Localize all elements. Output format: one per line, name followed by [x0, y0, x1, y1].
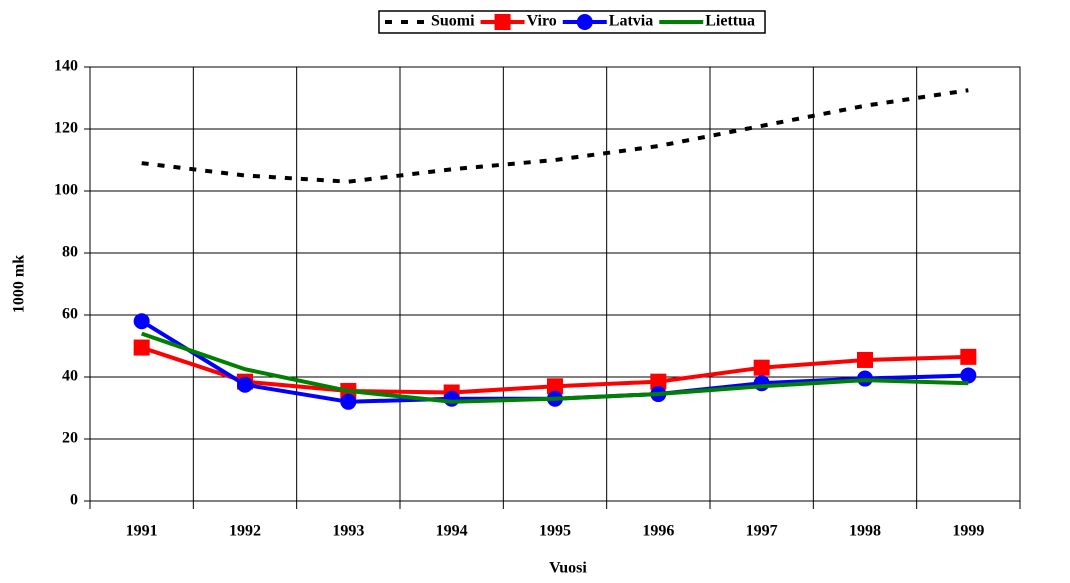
marker — [960, 367, 977, 384]
x-tick-label: 1992 — [229, 523, 261, 540]
marker — [650, 373, 667, 390]
y-tick-label: 140 — [54, 58, 78, 75]
x-tick-label: 1997 — [746, 523, 778, 540]
x-tick-label: 1995 — [539, 523, 571, 540]
legend-label: Latvia — [609, 13, 653, 30]
marker — [133, 313, 150, 330]
y-tick-label: 120 — [54, 120, 78, 137]
marker — [857, 351, 873, 368]
legend-label: Liettua — [705, 13, 755, 30]
legend-label: Viro — [527, 13, 557, 30]
marker — [576, 14, 593, 30]
x-tick-label: 1998 — [849, 523, 881, 540]
marker — [133, 339, 150, 356]
x-axis-label: Vuosi — [549, 560, 587, 577]
marker — [753, 359, 770, 376]
y-tick-label: 100 — [54, 182, 78, 199]
x-tick-label: 1991 — [126, 523, 158, 540]
marker — [340, 393, 357, 410]
marker — [960, 348, 977, 365]
x-tick-label: 1999 — [952, 523, 984, 540]
y-tick-label: 80 — [62, 244, 78, 261]
marker — [443, 390, 460, 407]
marker — [753, 375, 770, 392]
x-tick-label: 1993 — [332, 523, 364, 540]
legend-label: Suomi — [431, 13, 475, 30]
marker — [237, 376, 253, 393]
y-tick-label: 20 — [62, 430, 78, 447]
x-tick-label: 1996 — [642, 523, 674, 540]
marker — [547, 378, 563, 395]
series-line — [141, 331, 969, 404]
y-tick-label: 60 — [62, 306, 78, 323]
legend: Suomi Viro Latvia Liettua — [378, 10, 766, 34]
y-tick-label: 0 — [70, 492, 78, 509]
marker — [494, 14, 511, 30]
y-axis-label: 1000 mk — [11, 255, 28, 313]
y-tick-label: 40 — [62, 368, 78, 385]
x-tick-label: 1994 — [436, 523, 468, 540]
plot-border — [89, 66, 1021, 502]
